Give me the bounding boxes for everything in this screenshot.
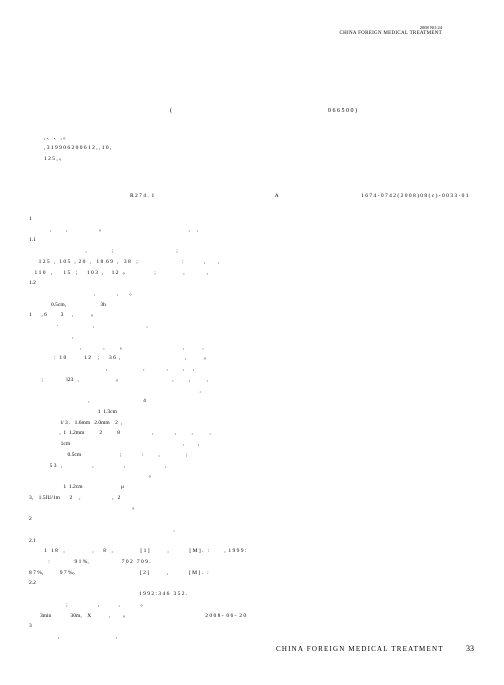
body-line: 2.1 bbox=[29, 536, 474, 547]
doc-code: A bbox=[275, 193, 279, 199]
body-line: l/ 3 . 1.6mm 2.0mm 2 , bbox=[29, 418, 474, 429]
body-line: , , 。 bbox=[29, 289, 474, 300]
body-line: 1 1 0 , 1 5 ; 1 0 3 , 1 2 。 ; , , bbox=[29, 268, 474, 279]
body-line: 3, 1.5IU/1m 2 , , 2 bbox=[29, 493, 474, 504]
class-number: R 2 7 4 . 1 bbox=[130, 193, 154, 199]
body-line: 0.5cm, 3h bbox=[29, 300, 474, 311]
body-line: 1 1 8 , , 8 , [ 1 ] , [ M ] . : , 1 9 9 … bbox=[29, 546, 474, 557]
body-line: 1 2 5 , 1 0 5 , 2 0 , 1 8 6 9 , 3 8 ; : … bbox=[29, 257, 474, 268]
body-line: : 1 0 1 2 ; 3 6 , , 。 bbox=[29, 353, 474, 364]
body-line: 2.2 bbox=[29, 578, 474, 589]
body-line: 5 3 , , , , bbox=[29, 461, 474, 472]
body-line: 3min 30m, X , 。 2 0 0 8 - 0 6 - 2 0 bbox=[29, 611, 474, 622]
abstract-block: , 、 、 , 。 , 3 1 9 9 0 6 2 0 0 6 1 2 , , … bbox=[44, 133, 474, 164]
body-line: 。 bbox=[29, 471, 474, 482]
body-line: , , , , , bbox=[29, 364, 474, 375]
body-text: 1 , , 。 , ,1.1 , ; bbox=[29, 214, 474, 643]
abstract-line: 1 2 5 , 。 bbox=[44, 154, 474, 164]
paren-open: ( bbox=[170, 108, 172, 114]
body-line: 1 1.2cm μ bbox=[29, 482, 474, 493]
body-line: 。 bbox=[29, 503, 474, 514]
body-line: 1 , 6 3 , 。 bbox=[29, 310, 474, 321]
header-block: 2008 NO.24 CHINA FOREIGN MEDICAL TREATME… bbox=[340, 25, 443, 37]
page-number: 33 bbox=[466, 644, 474, 653]
postal-code: 0 6 6 5 0 0 ) bbox=[328, 108, 357, 114]
body-line: 2 bbox=[29, 514, 474, 525]
body-line: 1 9 9 2 : 3 4 6 3 5 2 . bbox=[29, 589, 474, 600]
body-line: 1 1.3cm bbox=[29, 407, 474, 418]
journal-name-en: CHINA FOREIGN MEDICAL TREATMENT bbox=[340, 31, 443, 38]
body-line: , 4 bbox=[29, 396, 474, 407]
body-line: 1.2 bbox=[29, 278, 474, 289]
body-line: , bbox=[29, 386, 474, 397]
body-line: , 1 1.2mm 2 8 , , , , bbox=[29, 428, 474, 439]
body-line: ; , , 。 bbox=[29, 600, 474, 611]
body-line: , bbox=[29, 525, 474, 536]
body-line: , , 。 , , bbox=[29, 343, 474, 354]
footer-journal: CHINA FOREIGN MEDICAL TREATMENT bbox=[276, 645, 444, 653]
body-line: 3 bbox=[29, 621, 474, 632]
classification-row: R 2 7 4 . 1 A 1 6 7 4 - 0 7 4 2 ( 2 0 0 … bbox=[130, 193, 474, 199]
body-line: 0.5cm ; : , ; bbox=[29, 450, 474, 461]
body-line: , , bbox=[29, 632, 474, 643]
abstract-line: , 3 1 9 9 0 6 2 0 0 6 1 2 , , 1 0 , bbox=[44, 143, 474, 153]
body-line: ; l23 , 。 , , , bbox=[29, 375, 474, 386]
body-line: 1cm , , bbox=[29, 439, 474, 450]
body-line: 1.1 bbox=[29, 235, 474, 246]
body-line: , bbox=[29, 332, 474, 343]
article-id: 1 6 7 4 - 0 7 4 2 ( 2 0 0 8 ) 0 8 ( c ) … bbox=[361, 193, 468, 199]
abstract-line: , 、 、 , 。 bbox=[44, 133, 474, 143]
body-line: , , 。 , , bbox=[29, 225, 474, 236]
body-line: , ; ; bbox=[29, 246, 474, 257]
body-line: 8 7 %, 9 7 %。 [ 2 ] , [ M ] . : bbox=[29, 568, 474, 579]
body-line: : 9 1 %, 7 0 2 7 0 9 . bbox=[29, 557, 474, 568]
body-line: 1 bbox=[29, 214, 474, 225]
body-line: · , , bbox=[29, 321, 474, 332]
